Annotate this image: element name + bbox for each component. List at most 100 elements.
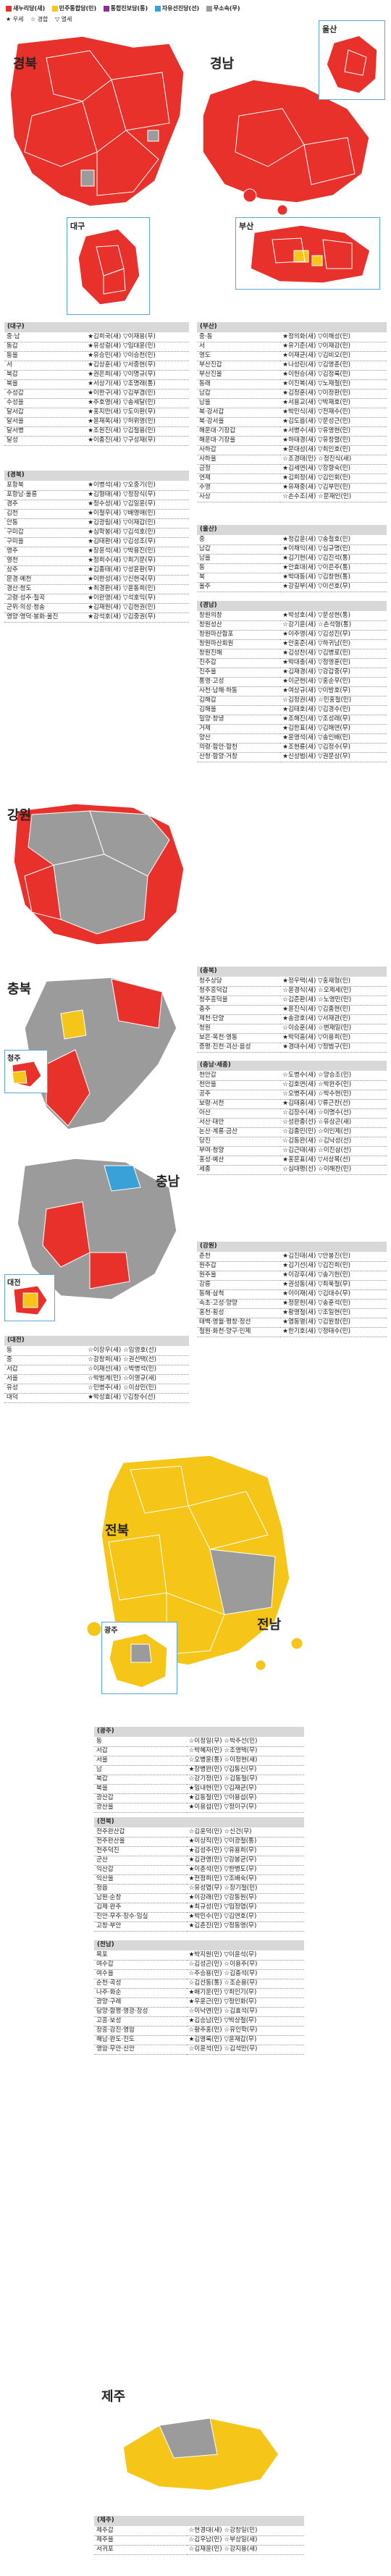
district-name: 장흥·강진·영암 — [94, 2026, 187, 2036]
gyeongbuk-map — [9, 35, 185, 207]
table-row: 북갑 ★권은희(새) ▽이명규(무) — [4, 370, 189, 380]
candidate-outlook: ★강길부(새) ▽이선호(무) — [280, 582, 387, 592]
table-title: (전북) — [94, 1817, 304, 1827]
jeju-map — [122, 2417, 279, 2491]
district-name: 유성 — [4, 1384, 86, 1394]
district-name: 달성 — [4, 436, 86, 446]
candidate-outlook: ☆성완종(선) ☆유상곤(새) — [280, 1118, 387, 1128]
table-row: 달성 ★이종진(새) ▽구성재(무) — [4, 436, 189, 446]
district-name: 북·강서을 — [197, 417, 281, 427]
busan-map — [250, 224, 371, 284]
candidate-outlook: ★배기운(민) ▽최인기(무) — [186, 1988, 304, 1998]
table-row: 홍성·예산 ★홍문표(새) ▽서상목(선) — [197, 1156, 387, 1166]
district-name: 태백·영월·평창·정선 — [197, 1318, 281, 1328]
table-row: 보령·서천 ★김태흠(새) ▽류근찬(선) — [197, 1099, 387, 1109]
candidate-outlook: ★조해진(새) ▽조성래(무) — [280, 715, 387, 725]
table-row: 부여·청양 ☆김근태(새) ☆이진삼(선) — [197, 1146, 387, 1156]
candidate-outlook: ★전정희(민) ▽조배숙(무) — [186, 1874, 304, 1885]
table-row: 서 ★유기준(새) ▽이재강(민) — [197, 342, 387, 352]
candidate-outlook: ☆윤경식(새) ☆오제세(민) — [280, 986, 387, 996]
district-name: 영주 — [4, 547, 86, 557]
district-name: 수성을 — [4, 398, 86, 408]
party-legend: 새누리당(새) 민주통합당(민) 통합진보당(통) 자유선진당(선) 무소속(무… — [6, 4, 386, 13]
table-gwangju-rows: 동 ☆이정일(무) ☆박주선(민) 서갑 ☆박혜자(민) ☆조영택(무) 서을 ☆오병윤(… — [94, 1737, 304, 1813]
district-name: 울주 — [197, 582, 281, 592]
table-row: 순천·곡성 ☆김선동(통) ☆조순용(무) — [94, 1979, 304, 1989]
table-jeonnam: (전남) 목포 ★박지원(민) ▽이윤석(무) 여수갑 ☆김성곤(민) ☆이용주(무)… — [94, 1940, 304, 2055]
candidate-outlook: ★염동열(새) ▽김원창(민) — [280, 1318, 387, 1328]
district-name: 남을 — [197, 554, 281, 564]
district-name: 청주흥덕을 — [197, 996, 281, 1006]
district-name: 영천 — [4, 556, 86, 566]
district-name: 금정 — [197, 464, 281, 474]
candidate-outlook: ☆이낙연(민) ☆김효석(무) — [186, 2007, 304, 2017]
table-row: 창원의창 ★박성호(새) ▽문성현(통) — [197, 611, 387, 621]
district-name: 진안·무주·장수·임실 — [94, 1912, 187, 1922]
district-name: 증평·진천·괴산·음성 — [197, 1043, 281, 1053]
district-name: 서산·태안 — [197, 1118, 281, 1128]
table-row: 연제 ★김희정(새) ▽김인회(민) — [197, 473, 387, 484]
table-row: 나주·화순 ★배기운(민) ▽최인기(무) — [94, 1988, 304, 1998]
table-row: 광산갑 ★김동철(민) ▽이용섭(무) — [94, 1793, 304, 1803]
district-name: 김해갑 — [197, 696, 281, 706]
table-row: 사상 ☆손수조(새) ☆문재인(민) — [197, 492, 387, 502]
district-name: 안동 — [4, 518, 86, 529]
candidate-outlook: ★이강래(민) ▽강동원(무) — [186, 1893, 304, 1903]
district-name: 산청·함양·거창 — [197, 752, 281, 762]
candidate-outlook: ★조원진(새) ▽김철용(민) — [85, 426, 189, 437]
table-row: 구미갑 ★심학봉(새) ▽김석호(민) — [4, 528, 189, 538]
district-name: 동을 — [4, 351, 86, 361]
district-name: 서갑 — [94, 1746, 187, 1756]
district-name: 밀양·창녕 — [197, 715, 281, 725]
table-row: 통영·고성 ★이군현(새) ▽홍순우(민) — [197, 677, 387, 687]
district-name: 목포 — [94, 1950, 187, 1961]
candidate-outlook: ★신성범(새) ▽권문상(무) — [280, 752, 387, 762]
candidate-outlook: ☆황주홍(민) ☆유인학(무) — [186, 2026, 304, 2036]
table-row: 진주갑 ★박대출(새) ▽정영훈(민) — [197, 658, 387, 668]
table-row: 달서병 ★조원진(새) ▽김철용(민) — [4, 426, 189, 437]
district-name: 서귀포 — [94, 2545, 187, 2555]
district-name: 남 — [94, 1765, 187, 1775]
table-row: 남원·순창 ★이강래(민) ▽강동원(무) — [94, 1893, 304, 1903]
table-row: 영암·무안·신안 ☆이윤석(민) ☆김석만(무) — [94, 2045, 304, 2055]
candidate-outlook: ★이용섭(민) ▽정이구(무) — [186, 1803, 304, 1813]
district-name: 영암·무안·신안 — [94, 2045, 187, 2055]
legend-item: 자유선진당(선) — [154, 4, 199, 12]
table-row: 동 ☆이장우(새) ☆임영호(선) — [4, 1346, 189, 1356]
candidate-outlook: ★우윤근(민) ▽정인화(무) — [186, 1998, 304, 2008]
table-row: 전주완산갑 ☆김윤덕(민) ☆신건(무) — [94, 1827, 304, 1838]
table-row: 여수을 ☆주승용(민) ☆김충석(무) — [94, 1969, 304, 1979]
district-name: 김제·완주 — [94, 1903, 187, 1913]
table-row: 달서을 ★윤재옥(새) ▽허위영(민) — [4, 417, 189, 427]
district-name: 익산을 — [94, 1874, 187, 1885]
district-name: 거제 — [197, 724, 281, 734]
candidate-outlook: ☆김정권(새) ☆민홍철(민) — [280, 696, 387, 706]
district-name: 공주 — [197, 1090, 281, 1100]
table-title: (대전) — [4, 1336, 189, 1346]
table-row: 군산 ★김관영(민) ▽강봉균(무) — [94, 1856, 304, 1866]
table-chungbuk: (충북) 청주상당 ★정우택(새) ▽홍재형(민) 청주흥덕갑 ☆윤경식(새) ☆오제… — [197, 967, 387, 1053]
candidate-outlook: ★이종진(새) ▽구성재(무) — [85, 436, 189, 446]
candidate-outlook: ★최경환(새) ▽윤동희(민) — [85, 584, 189, 594]
table-ulsan: (울산) 중 ★정갑윤(새) ▽송철호(민) 남갑 ★이채익(새) ▽심규명(민) 남을… — [197, 525, 387, 592]
table-row: 군위·의성·청송 ★김재원(새) ▽김현권(민) — [4, 603, 189, 613]
candidate-outlook: ★조현룡(새) ▽김정수(무) — [280, 743, 387, 753]
candidate-outlook: ★김세연(새) ▽장향숙(민) — [280, 464, 387, 474]
candidate-outlook: ★박덕흠(새) ▽이용희(민) — [280, 1033, 387, 1043]
table-row: 산청·함양·거창 ★신성범(새) ▽권문상(무) — [197, 752, 387, 762]
candidate-outlook: ★이상직(민) ▽이광철(통) — [186, 1837, 304, 1847]
candidate-outlook: ★김형태(새) ▽정장식(무) — [85, 490, 189, 500]
legend: 새누리당(새) 민주통합당(민) 통합진보당(통) 자유선진당(선) 무소속(무… — [6, 4, 386, 23]
table-row: 논산·계룡·금산 ☆김종민(민) ☆이인제(선) — [197, 1127, 387, 1137]
candidate-outlook: ☆박범계(민) ☆이영규(새) — [85, 1374, 189, 1384]
district-name: 속초·고성·양양 — [197, 1299, 281, 1309]
table-row: 창원마산합포 ★이주영(새) ▽김성진(무) — [197, 630, 387, 640]
table-row: 창원진해 ★김성찬(새) ▽김병로(민) — [197, 649, 387, 659]
table-chungnam-rows: 천안갑 ☆도병수(새) ☆양승조(민) 천안을 ☆김호연(새) ☆박완주(민) 공주 ☆오… — [197, 1071, 387, 1175]
table-row: 청주흥덕갑 ☆윤경식(새) ☆오제세(민) — [197, 986, 387, 996]
table-row: 거제 ★김한표(새) ▽김해연(무) — [197, 724, 387, 734]
candidate-outlook: ★권성동(새) ▽최욱철(무) — [280, 1280, 387, 1290]
district-name: 동 — [197, 563, 281, 573]
district-name: 창원의창 — [197, 611, 281, 621]
table-row: 홍천·횡성 ★황영철(새) ▽조일현(민) — [197, 1308, 387, 1318]
